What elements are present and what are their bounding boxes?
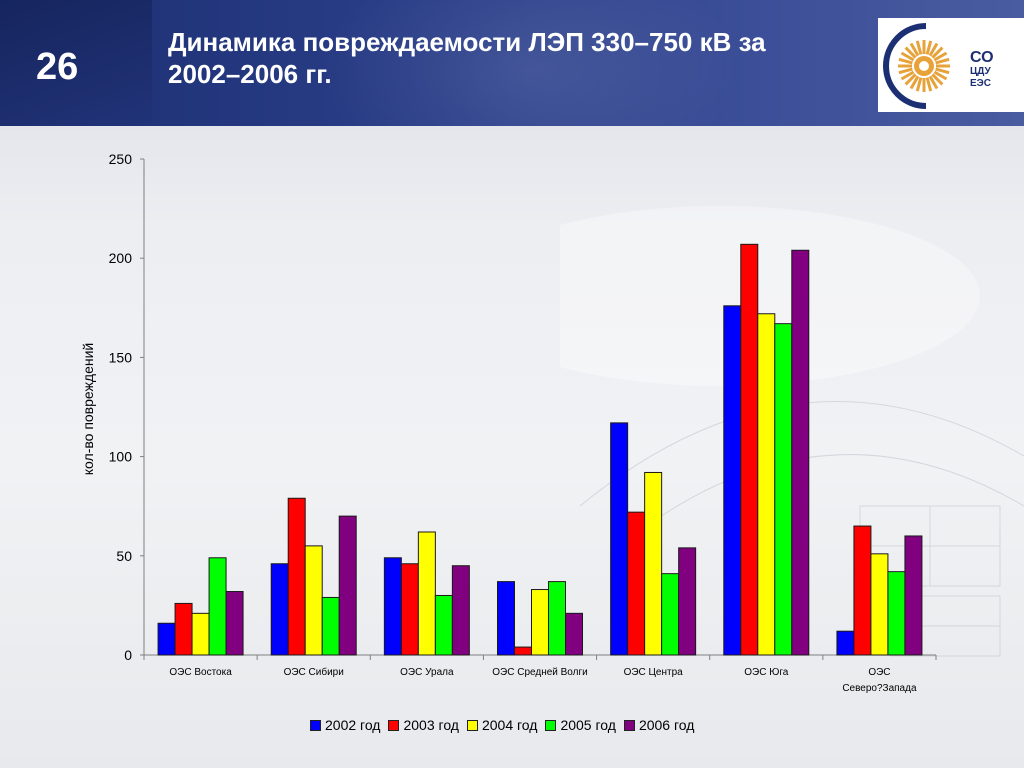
legend-swatch bbox=[545, 719, 557, 731]
bar bbox=[678, 547, 697, 656]
y-tick-label: 50 bbox=[116, 548, 132, 564]
x-tick-label: ОЭС Урала bbox=[400, 667, 454, 678]
bar bbox=[723, 305, 742, 656]
slide-title: Динамика повреждаемости ЛЭП 330–750 кВ з… bbox=[168, 26, 848, 90]
bar bbox=[610, 422, 629, 656]
x-tick-label: ОЭС Востока bbox=[169, 667, 232, 678]
legend-item: 2002 год bbox=[310, 717, 380, 733]
bar bbox=[836, 630, 855, 656]
legend-label: 2005 год bbox=[560, 717, 616, 733]
bar bbox=[338, 515, 357, 656]
x-tick-label: ОЭС Сибири bbox=[284, 666, 344, 678]
bar bbox=[287, 497, 306, 656]
header-shine bbox=[320, 0, 740, 126]
bar bbox=[174, 602, 193, 656]
y-axis-label: кол-во повреждений bbox=[80, 343, 96, 475]
slide-header: 26 Динамика повреждаемости ЛЭП 330–750 к… bbox=[0, 0, 1024, 126]
bar bbox=[791, 249, 810, 656]
y-tick-label: 150 bbox=[109, 349, 133, 365]
slide-number: 26 bbox=[36, 46, 79, 88]
bar bbox=[627, 511, 646, 656]
y-tick-label: 0 bbox=[124, 647, 132, 663]
x-tick-label: ОЭС bbox=[868, 667, 890, 678]
logo-text: СО ЦДУ ЕЭС bbox=[970, 50, 994, 90]
x-tick-label: ОЭС Средней Волги bbox=[492, 667, 587, 678]
logo-text-line-3: ЕЭС bbox=[970, 78, 992, 89]
bar bbox=[157, 622, 176, 656]
logo-text-line-1: СО bbox=[970, 49, 994, 66]
bar bbox=[774, 323, 793, 656]
legend-swatch bbox=[310, 719, 321, 731]
bar bbox=[270, 563, 289, 656]
x-tick-label: ОЭС Центра bbox=[624, 667, 684, 678]
legend-swatch bbox=[388, 719, 400, 731]
legend-swatch bbox=[623, 719, 635, 731]
bar bbox=[417, 531, 436, 656]
chart-legend: 2002 год 2003 год 2004 год 2005 год 2006 год bbox=[310, 716, 702, 734]
legend-item: 2005 год bbox=[545, 717, 616, 733]
background-decoration bbox=[560, 206, 1024, 657]
bar bbox=[208, 557, 227, 656]
bar bbox=[904, 535, 923, 656]
bar bbox=[383, 557, 402, 656]
bar bbox=[400, 563, 419, 656]
bar bbox=[451, 565, 470, 656]
y-tick-label: 250 bbox=[109, 151, 133, 167]
company-logo bbox=[878, 18, 1024, 112]
y-tick-label: 200 bbox=[109, 250, 133, 266]
bar bbox=[321, 596, 340, 656]
x-tick-label: ОЭС Юга bbox=[744, 667, 788, 678]
legend-label: 2003 год bbox=[403, 717, 459, 733]
legend-label: 2002 год bbox=[325, 717, 381, 733]
bar bbox=[304, 545, 323, 656]
bar bbox=[565, 612, 583, 656]
slide-number-box: 26 bbox=[0, 0, 152, 126]
legend-label: 2004 год bbox=[481, 717, 538, 733]
logo-text-line-2: ЦДУ bbox=[970, 66, 991, 77]
bar bbox=[434, 594, 453, 656]
slide-title-line-2: 2002–2006 гг. bbox=[168, 59, 332, 89]
legend-item: 2006 год bbox=[623, 717, 695, 733]
bar bbox=[548, 581, 566, 656]
y-tick-label: 100 bbox=[109, 449, 133, 465]
bar bbox=[225, 591, 244, 656]
x-tick-label: Северо?Запада bbox=[842, 683, 917, 694]
bar bbox=[191, 612, 210, 656]
bar bbox=[853, 525, 872, 656]
legend-swatch bbox=[466, 719, 478, 731]
bar bbox=[870, 553, 889, 656]
legend-item: 2004 год bbox=[466, 717, 538, 733]
legend-item: 2003 год bbox=[388, 717, 459, 733]
bar bbox=[757, 313, 776, 656]
bar bbox=[644, 471, 663, 656]
bar bbox=[887, 571, 906, 656]
bar bbox=[740, 243, 759, 656]
bar bbox=[497, 581, 515, 656]
legend-label: 2006 год bbox=[638, 717, 695, 733]
logo-sun-icon bbox=[883, 23, 950, 109]
bar bbox=[661, 573, 680, 656]
bar bbox=[531, 589, 549, 656]
bar bbox=[514, 646, 532, 656]
slide-title-line-1: Динамика повреждаемости ЛЭП 330–750 кВ з… bbox=[168, 27, 766, 57]
